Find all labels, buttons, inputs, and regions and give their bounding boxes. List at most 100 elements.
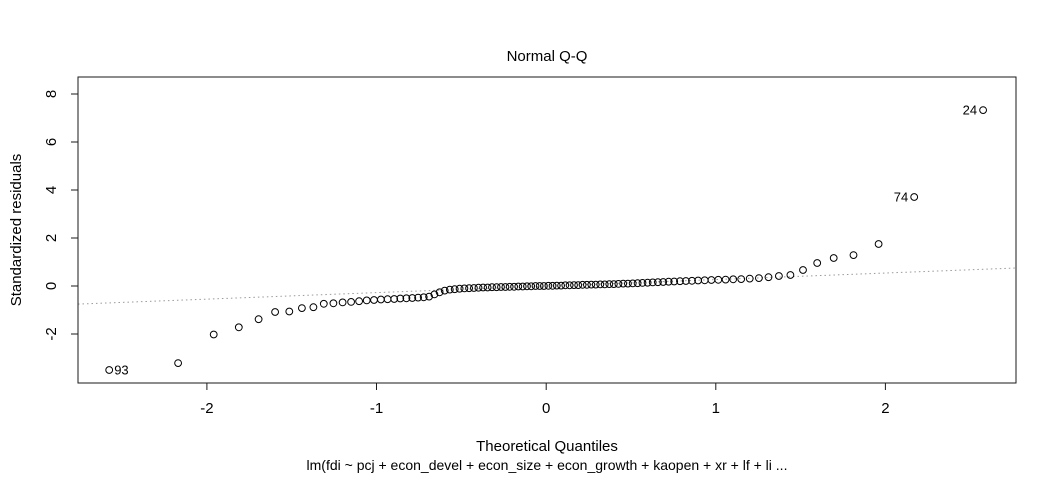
y-tick-label: 0 [43, 282, 60, 290]
data-point [474, 283, 483, 292]
data-point [799, 266, 807, 274]
data-point [479, 283, 488, 292]
data-point [737, 275, 746, 284]
data-point [488, 283, 496, 292]
data-point [501, 283, 510, 291]
data-point [786, 271, 795, 279]
data-point [105, 366, 114, 374]
data-point [518, 282, 527, 291]
data-point [591, 280, 600, 289]
data-point [552, 281, 561, 290]
data-point [209, 330, 218, 339]
data-point [619, 279, 628, 288]
data-point [587, 280, 596, 289]
data-point [329, 299, 338, 308]
data-point [527, 282, 536, 291]
data-point [396, 294, 405, 303]
data-point [648, 278, 657, 287]
data-point [514, 282, 523, 291]
data-point [910, 193, 919, 201]
data-point [659, 278, 668, 286]
data-point [682, 277, 690, 285]
data-point [465, 284, 474, 293]
data-point [624, 279, 632, 288]
data-point [440, 286, 449, 295]
point-label: 74 [894, 190, 908, 205]
data-point [377, 295, 385, 304]
data-point [510, 282, 518, 291]
data-point [347, 298, 356, 306]
y-tick-label: 4 [43, 186, 60, 194]
data-point [633, 279, 642, 288]
data-point [849, 251, 858, 260]
data-point [755, 274, 763, 283]
data-point [355, 297, 364, 306]
data-point [574, 281, 583, 290]
data-point [664, 277, 673, 286]
data-point [583, 280, 591, 289]
data-point [455, 284, 464, 293]
data-point [643, 278, 652, 287]
x-tick-label: 0 [542, 400, 550, 417]
data-point [557, 281, 565, 290]
point-label: 24 [963, 103, 977, 118]
y-tick-label: -2 [43, 327, 60, 340]
y-tick-label: 6 [43, 138, 60, 146]
data-point [430, 290, 439, 299]
data-point [254, 315, 263, 324]
data-point [535, 282, 544, 290]
x-tick-label: -1 [370, 400, 383, 417]
data-point [764, 273, 773, 282]
data-point [614, 280, 623, 288]
data-point [540, 282, 548, 290]
data-point [271, 308, 280, 316]
data-point [234, 323, 243, 332]
data-point [745, 274, 754, 283]
data-point [497, 283, 505, 291]
point-label: 93 [114, 363, 128, 378]
data-point [874, 240, 883, 248]
data-point [408, 294, 417, 302]
data-point [570, 281, 578, 290]
data-point [609, 280, 618, 289]
data-point [285, 307, 294, 316]
data-point [628, 279, 637, 288]
data-point [383, 295, 392, 304]
y-tick-label: 8 [43, 90, 60, 98]
y-tick-label: 2 [43, 234, 60, 242]
data-point [714, 275, 723, 284]
data-point [362, 296, 371, 305]
data-point [425, 292, 434, 301]
y-axis-label: Standardized residuals [8, 153, 25, 307]
data-point [544, 281, 553, 290]
data-point [638, 279, 647, 287]
data-point [435, 288, 444, 297]
data-point [505, 282, 514, 291]
data-point [578, 280, 587, 289]
data-point [460, 284, 469, 293]
data-point [419, 293, 428, 302]
data-point [605, 280, 614, 289]
data-point [561, 281, 570, 290]
data-point [414, 293, 423, 302]
chart-title: Normal Q-Q [506, 48, 588, 65]
x-tick-label: -2 [200, 400, 213, 417]
data-point [729, 275, 738, 284]
data-point [775, 272, 783, 280]
x-tick-label: 1 [712, 400, 720, 417]
data-point [721, 275, 730, 284]
data-point [523, 282, 531, 291]
data-point [596, 280, 605, 289]
data-point [445, 285, 454, 294]
data-point [688, 276, 696, 285]
plot-border [77, 76, 1017, 384]
data-point [676, 277, 684, 286]
data-point [700, 276, 709, 285]
data-point [531, 282, 540, 290]
data-point [829, 254, 838, 262]
data-point [565, 281, 574, 290]
model-formula-caption: lm(fdi ~ pcj + econ_devel + econ_size + … [306, 457, 788, 473]
data-point [492, 283, 501, 292]
